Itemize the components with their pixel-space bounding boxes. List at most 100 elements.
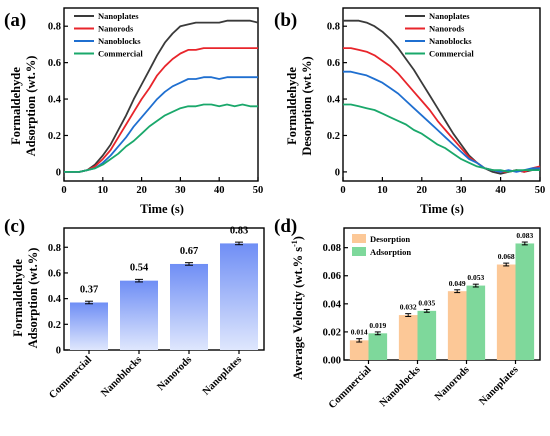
bar-desorption-commercial (349, 340, 369, 360)
x-tick-label: 30 (456, 185, 467, 196)
series-line-nanoblocks (343, 70, 540, 173)
bar-adsorption-commercial (368, 333, 388, 360)
legend-label-commercial: Commercial (429, 49, 474, 59)
bar-value-label: 0.67 (180, 246, 198, 257)
series-line-commercial (64, 103, 258, 173)
bar-value-label: 0.032 (400, 303, 417, 312)
series-line-nanorods (64, 47, 258, 173)
y-tick-label: 0.6 (48, 58, 61, 69)
panel-b-chart: 0 10 20 30 40 50 0 0.2 0.4 0.6 0.8 Nanoplates Nanoro… (327, 7, 546, 196)
bar-value-label: 0.014 (351, 328, 368, 337)
y-tick-label: 0.02 (323, 327, 341, 338)
bar-adsorption-nanorods (466, 285, 486, 360)
plot-frame (63, 227, 265, 351)
y-tick-label: 0.8 (48, 243, 61, 254)
legend-label-nanoplates: Nanoplates (98, 11, 139, 21)
y-tick-label: 0.4 (48, 294, 62, 305)
panel-b-ylabel-line2: Desorption (wt.%) (300, 56, 314, 155)
y-tick-label: 0.6 (327, 58, 340, 69)
bar-commercial (70, 302, 108, 350)
x-tick-label: 40 (214, 185, 225, 196)
legend-label-commercial: Commercial (98, 49, 143, 59)
y-tick-label: 0.08 (323, 243, 341, 254)
plot-frame (343, 227, 541, 361)
y-tick-label: 0 (56, 167, 61, 178)
bar-adsorption-nanoplates (515, 243, 535, 360)
x-tick-label: Nanoblocks (378, 364, 423, 409)
series-line-nanoblocks (64, 76, 258, 173)
x-tick-label: Nanorods (433, 364, 472, 403)
y-tick-label: 0.2 (327, 131, 340, 142)
panel-d-ylabel: Average Velocity (wt.% s-1) (290, 236, 305, 380)
bar-value-label: 0.035 (418, 298, 435, 307)
y-tick-label: 0.8 (48, 22, 61, 33)
panel-d-ylabel-close: ) (291, 236, 305, 240)
x-tick-label: 30 (175, 185, 186, 196)
bar-nanoplates (220, 243, 258, 350)
bar-value-label: 0.83 (230, 225, 248, 236)
panel-d-label: (d) (274, 216, 297, 237)
x-tick-label: 10 (98, 185, 109, 196)
y-tick-label: 0.6 (48, 268, 61, 279)
bar-value-label: 0.049 (449, 279, 466, 288)
legend-swatch-desorption (352, 234, 366, 243)
x-tick-label: 20 (417, 185, 428, 196)
legend-label-desorption: Desorption (370, 234, 410, 244)
panel-c-label: (c) (4, 216, 25, 237)
legend-swatch-adsorption (352, 247, 366, 256)
x-tick-label: 50 (253, 185, 264, 196)
panel-a-chart: 0 10 20 30 40 50 0 0.2 0.4 0.6 0.8 Nanoplates Nanoro… (48, 7, 264, 196)
y-tick-label: 0 (335, 167, 340, 178)
legend-label-nanorods: Nanorods (98, 24, 134, 34)
series-line-commercial (343, 103, 540, 173)
x-tick-label: 50 (535, 185, 546, 196)
panel-d-ylabel-sup: -1 (290, 240, 299, 247)
bar-value-label: 0.019 (369, 321, 386, 330)
y-tick-label: 0.4 (48, 95, 62, 106)
panel-a-ylabel-line2: Adsorption (wt.%) (24, 56, 38, 157)
panel-d-ylabel-main: Average Velocity (wt.% s (291, 247, 305, 380)
x-tick-label: Nanoplates (477, 364, 520, 407)
y-tick-label: 0 (56, 346, 61, 357)
x-tick-label: 40 (495, 185, 506, 196)
bar-value-label: 0.068 (498, 252, 515, 261)
y-tick-label: 0.04 (323, 299, 342, 310)
series-line-nanoplates (64, 19, 259, 173)
y-tick-label: 0.00 (323, 356, 341, 367)
panel-c-ylabel-line1: Formaldehyde (11, 259, 25, 337)
plot-frame (342, 7, 541, 182)
y-tick-label: 0.06 (323, 271, 341, 282)
x-tick-label: Commercial (47, 354, 94, 401)
legend-label-nanoblocks: Nanoblocks (429, 36, 472, 46)
panel-a-xlabel: Time (s) (140, 202, 184, 216)
bar-value-label: 0.053 (467, 273, 484, 282)
x-tick-label: Nanoplates (201, 354, 244, 397)
panel-a-ylabel-line1: Formaldehyde (9, 67, 23, 145)
bar-desorption-nanorods (447, 291, 467, 360)
legend-label-nanoplates: Nanoplates (429, 11, 470, 21)
panel-b-xlabel: Time (s) (420, 202, 464, 216)
x-tick-label: 0 (340, 185, 345, 196)
y-tick-label: 0.2 (48, 320, 61, 331)
plot-frame (63, 7, 259, 182)
x-tick-label: 20 (136, 185, 147, 196)
y-tick-label: 0.8 (327, 22, 340, 33)
bar-value-label: 0.083 (516, 231, 533, 240)
legend-label-nanorods: Nanorods (429, 24, 465, 34)
y-tick-label: 0.4 (327, 95, 341, 106)
bar-desorption-nanoblocks (398, 315, 418, 360)
legend-label-adsorption: Adsorption (370, 247, 411, 257)
bar-nanoblocks (120, 280, 158, 350)
bar-value-label: 0.54 (130, 263, 149, 274)
bar-adsorption-nanoblocks (417, 310, 437, 360)
panel-b-ylabel-line1: Formaldehyde (285, 67, 299, 145)
x-tick-label: 10 (377, 185, 388, 196)
y-tick-label: 0.2 (48, 131, 61, 142)
panel-a-label: (a) (4, 10, 26, 31)
panel-c-ylabel-line2: Adsorption (wt.%) (26, 248, 40, 349)
panel-b-label: (b) (274, 10, 297, 31)
bar-value-label: 0.37 (80, 284, 98, 295)
bar-nanorods (170, 263, 208, 350)
